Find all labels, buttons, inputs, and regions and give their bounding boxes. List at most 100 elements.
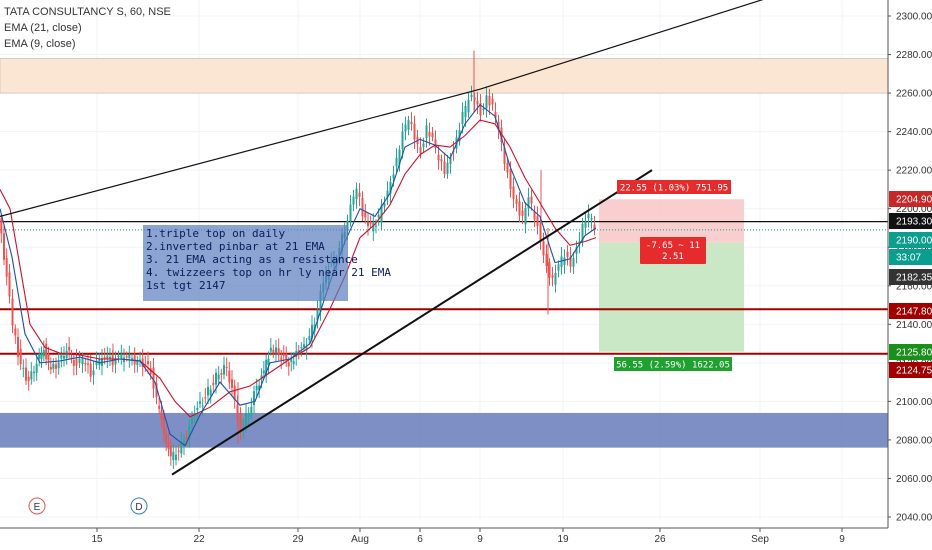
candle-body [60,354,63,359]
candle-body [231,379,233,388]
candle-body [57,362,60,369]
candle-body [367,221,369,227]
y-tick-label: 2040.00 [896,513,932,524]
candle-body [260,375,263,380]
candle-body [593,224,596,231]
candle-body [566,251,569,258]
candle-body [581,223,584,242]
candle-body [258,385,261,390]
y-tick-label: 2180.00 [896,243,932,254]
price-tag[interactable] [889,213,932,229]
candle-body [47,353,50,361]
candle-body [464,105,467,118]
trendline[interactable] [171,169,653,476]
candle-body [292,361,295,365]
candle-body [152,367,155,389]
candle-body [572,258,575,267]
price-tag[interactable] [889,269,932,285]
candle-body [8,272,11,297]
price-tag-label: 2204.90 [896,195,932,206]
candle-body [95,360,98,366]
candle-body [38,354,41,359]
candle-body [239,412,242,431]
x-tick-label: 6 [417,534,423,545]
x-tick-label: Sep [751,534,769,545]
candle-body [33,371,35,373]
x-tick-label: 26 [654,534,666,545]
candle-body [383,203,386,207]
candle-body [300,346,303,348]
resistance-zone[interactable] [0,58,889,94]
price-tag-label: 2182.35 [896,273,932,284]
candle-body [217,374,220,380]
price-tag[interactable] [889,303,932,319]
y-tick-label: 2300.00 [896,12,932,23]
earnings-marker[interactable] [28,497,46,515]
support-zone[interactable] [0,412,888,448]
price-tag[interactable] [889,249,932,265]
trendline[interactable] [0,88,481,217]
price-tag[interactable] [889,191,932,207]
note-line: 4. twizzeers top on hr ly near 21 EMA [146,266,392,279]
candle-body [42,350,45,357]
candle-body [30,371,33,380]
candle-body [386,190,389,198]
target-label-box [614,357,732,371]
y-tick-label: 2080.00 [896,435,932,446]
x-tick-label: 22 [193,534,205,545]
stop-loss-zone[interactable] [599,199,744,243]
candle-body [228,370,231,383]
candle-body [506,162,509,173]
candle-body [355,188,358,200]
candle-body [530,196,533,204]
candle-body [361,197,364,217]
candle-body [162,416,165,435]
candle-body [316,309,319,321]
candle-body [521,210,524,217]
candle-body [413,123,416,140]
candle-body [0,218,3,234]
candle-body [431,132,434,138]
time-axis-bg[interactable] [0,528,888,550]
price-tag[interactable] [889,362,932,378]
target-label: 56.55 (2.59%) 1622.05 [616,361,730,371]
ema21-line[interactable] [0,119,597,418]
candle-body [587,213,590,219]
candle-body [461,111,464,124]
candle-body [509,169,512,190]
note-line: 3. 21 EMA acting as a resistance [146,253,358,266]
price-tag-label: 2193.30 [896,217,932,228]
y-tick-label: 2140.00 [896,320,932,331]
candle-body [196,407,199,411]
dividend-marker[interactable] [130,497,148,515]
candle-body [167,442,170,450]
price-tag[interactable] [889,344,932,360]
ema9-line[interactable] [0,103,597,447]
symbol-title[interactable]: TATA CONSULTANCY S, 60, NSE [4,6,171,18]
candle-body [92,370,95,376]
x-tick-label: 9 [477,534,483,545]
rr-center-line2: 2.51 [662,252,684,262]
candle-body [404,124,407,132]
candle-body [282,354,285,356]
candle-body [503,147,506,164]
ema9-legend[interactable]: EMA (9, close) [4,38,76,50]
candle-body [155,383,158,398]
candle-body [395,157,398,167]
ema21-legend[interactable]: EMA (21, close) [4,22,82,34]
candle-body [488,96,491,106]
dividend-marker-label: D [135,502,142,513]
price-tag[interactable] [889,232,932,248]
candle-body [482,108,485,111]
candle-body [533,211,536,220]
candle-body [225,366,228,368]
analysis-note[interactable]: 1.triple top on daily 2.inverted pinbar … [143,225,392,301]
candle-body [169,445,172,457]
candle-body [280,357,283,360]
candle-body [188,425,191,440]
candle-body [207,387,209,396]
trendline[interactable] [479,0,790,90]
candle-body [285,353,288,360]
